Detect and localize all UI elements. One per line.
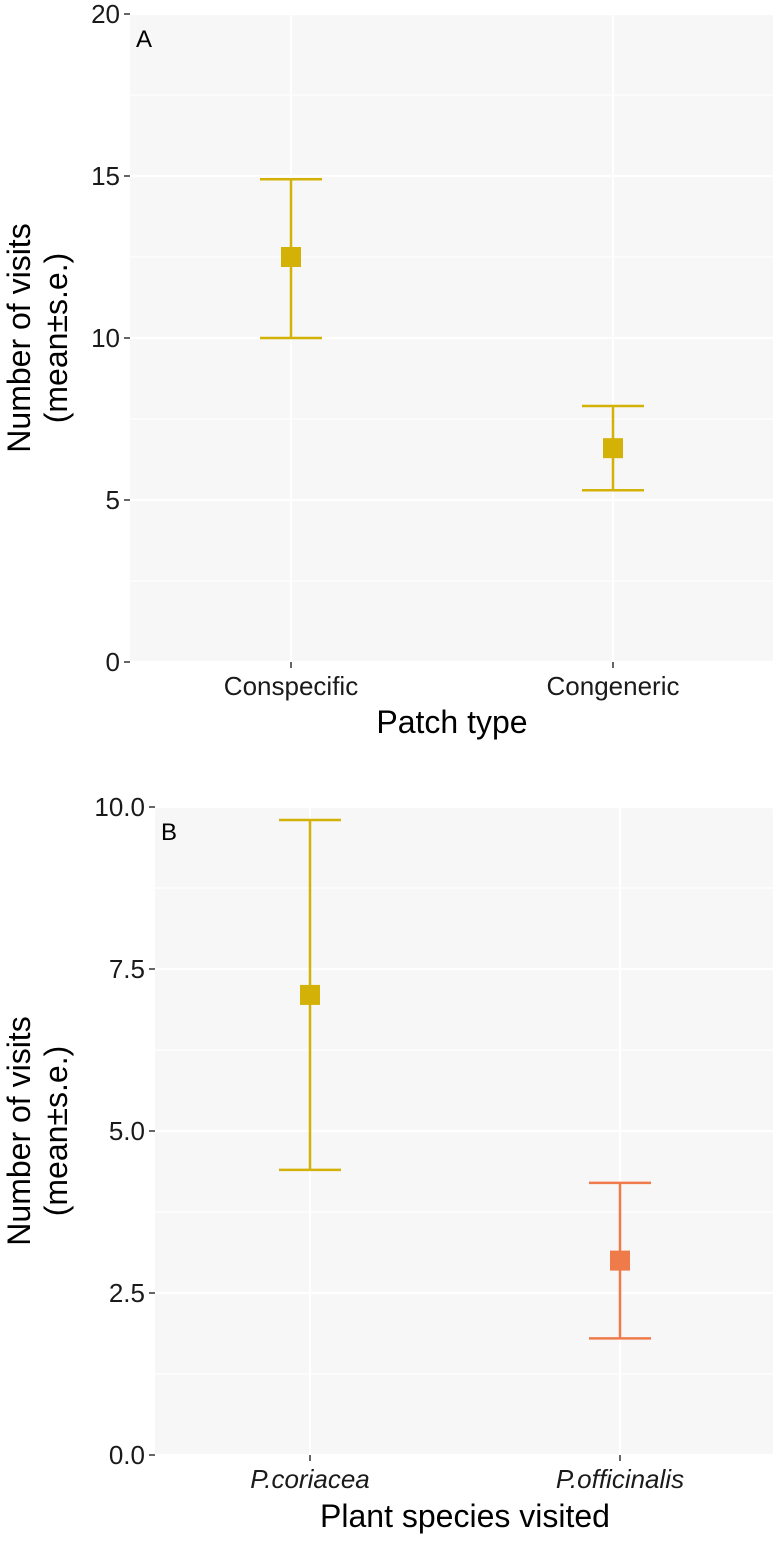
panel-b-x-axis: P.coriacea P.officinalis xyxy=(250,1455,684,1494)
panel-b-x-axis-title: Plant species visited xyxy=(320,1498,610,1534)
y-tick-label: 7.5 xyxy=(109,954,145,984)
panel-a-x-axis-title: Patch type xyxy=(376,704,527,740)
y-tick-label: 10.0 xyxy=(94,792,145,822)
panel-a-label: A xyxy=(136,26,152,53)
mean-marker xyxy=(300,984,320,1005)
panel-b-y-axis: 0.0 2.5 5.0 7.5 10.0 xyxy=(94,792,155,1470)
panel-b-y-title-line2: (mean±s.e.) xyxy=(38,1046,74,1217)
y-tick-label: 10 xyxy=(91,323,120,353)
y-tick-label: 5 xyxy=(106,485,120,515)
panel-a-data-marks xyxy=(260,177,644,492)
panel-a-y-title-line1: Number of visits xyxy=(1,223,37,452)
panel-b-gridlines xyxy=(155,805,773,1457)
panel-b-y-axis-title: Number of visits (mean±s.e.) xyxy=(1,1016,74,1245)
panel-a: 0 5 10 15 20 Conspecific Congeneric A Patch t… xyxy=(1,0,773,740)
panel-a-x-axis: Conspecific Congeneric xyxy=(224,662,680,701)
x-tick-label: P.coriacea xyxy=(250,1464,370,1494)
y-tick-label: 20 xyxy=(91,0,120,29)
y-tick-label: 0 xyxy=(106,647,120,677)
mean-marker xyxy=(610,1250,630,1271)
panel-b-label: B xyxy=(161,819,177,846)
y-tick-label: 5.0 xyxy=(109,1116,145,1146)
panel-a-y-axis: 0 5 10 15 20 xyxy=(91,0,130,677)
mean-marker xyxy=(603,438,623,459)
x-tick-label: P.officinalis xyxy=(556,1464,684,1494)
panel-a-y-title-line2: (mean±s.e.) xyxy=(38,253,74,424)
panel-b-data-marks xyxy=(279,818,651,1340)
mean-marker xyxy=(281,247,301,267)
y-tick-label: 2.5 xyxy=(109,1278,145,1308)
y-tick-label: 15 xyxy=(91,161,120,191)
panel-b: 0.0 2.5 5.0 7.5 10.0 P.coriacea P.officinalis… xyxy=(1,792,773,1534)
panel-b-y-title-line1: Number of visits xyxy=(1,1016,37,1245)
x-tick-label: Conspecific xyxy=(224,671,358,701)
x-tick-label: Congeneric xyxy=(547,671,680,701)
y-tick-label: 0.0 xyxy=(109,1440,145,1470)
panel-a-y-axis-title: Number of visits (mean±s.e.) xyxy=(1,223,74,452)
